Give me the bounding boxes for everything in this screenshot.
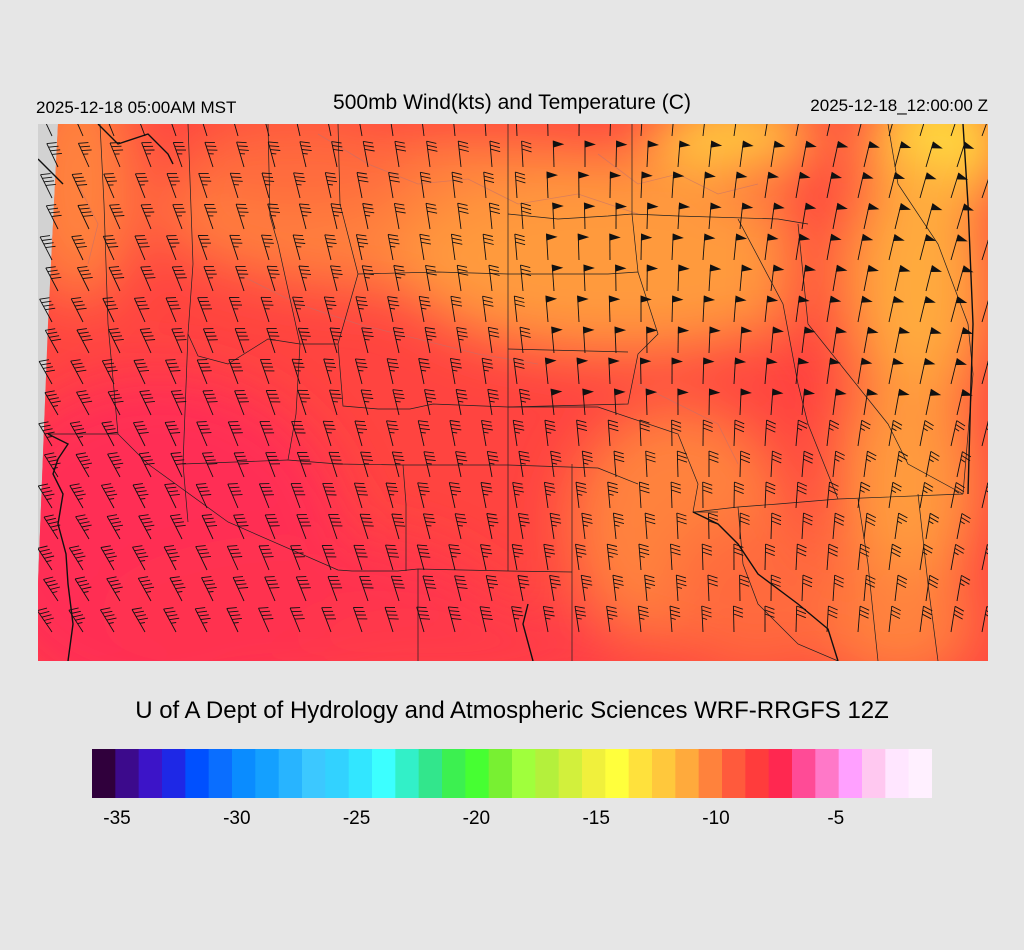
colorbar-swatch [348, 749, 373, 798]
colorbar-swatch [418, 749, 443, 798]
colorbar-swatch [605, 749, 630, 798]
colorbar-swatch [558, 749, 583, 798]
colorbar-tick-labels: -35 -30 -25 -20 -15 -10 -5 [0, 808, 1024, 838]
temperature-colorbar [92, 749, 932, 798]
colorbar-tick-label: -10 [702, 808, 730, 829]
colorbar-swatch [675, 749, 700, 798]
colorbar-swatch [162, 749, 186, 798]
colorbar-swatch [792, 749, 816, 798]
colorbar-swatch [138, 749, 163, 798]
colorbar-swatch [838, 749, 863, 798]
colorbar-tick-label: -5 [827, 808, 845, 829]
valid-time-local: 2025-12-18 05:00AM MST [36, 98, 237, 117]
colorbar-swatch [115, 749, 140, 798]
colorbar-swatch [255, 749, 280, 798]
colorbar-tick-label: -30 [223, 808, 251, 829]
colorbar-swatch [512, 749, 536, 798]
colorbar-swatch [372, 749, 396, 798]
colorbar-swatch [722, 749, 746, 798]
colorbar-swatch [698, 749, 723, 798]
colorbar-swatch [652, 749, 676, 798]
colorbar-swatch [908, 749, 932, 798]
colorbar-tick-label: -35 [103, 808, 131, 829]
colorbar-swatch [535, 749, 560, 798]
colorbar-swatch [488, 749, 513, 798]
colorbar-tick-label: -25 [342, 808, 371, 829]
colorbar-swatch [302, 749, 326, 798]
weather-map [38, 124, 988, 661]
colorbar-tick-label: -15 [582, 808, 610, 829]
colorbar-swatch [582, 749, 606, 798]
map-title: 500mb Wind(kts) and Temperature (C) [333, 91, 691, 114]
colorbar-swatch [278, 749, 303, 798]
colorbar-swatch [92, 749, 116, 798]
colorbar-swatch [745, 749, 770, 798]
colorbar-swatch [395, 749, 420, 798]
coastlines [38, 124, 974, 661]
colorbar-swatch [815, 749, 840, 798]
colorbar-swatch [465, 749, 490, 798]
colorbar-swatch [628, 749, 653, 798]
valid-time-utc: 2025-12-18_12:00:00 Z [810, 96, 988, 115]
colorbar-swatch [442, 749, 466, 798]
wind-barbs [38, 124, 988, 633]
temperature-contours [77, 133, 759, 465]
colorbar-swatch [768, 749, 793, 798]
colorbar-swatch [185, 749, 210, 798]
temperature-field [38, 124, 988, 661]
colorbar-swatch [208, 749, 233, 798]
colorbar-tick-label: -20 [462, 808, 491, 829]
colorbar-swatch [232, 749, 256, 798]
state-boundaries [48, 124, 974, 661]
credit-line: U of A Dept of Hydrology and Atmospheric… [135, 697, 889, 724]
colorbar-swatch [885, 749, 910, 798]
colorbar-swatch [325, 749, 350, 798]
colorbar-swatch [862, 749, 886, 798]
